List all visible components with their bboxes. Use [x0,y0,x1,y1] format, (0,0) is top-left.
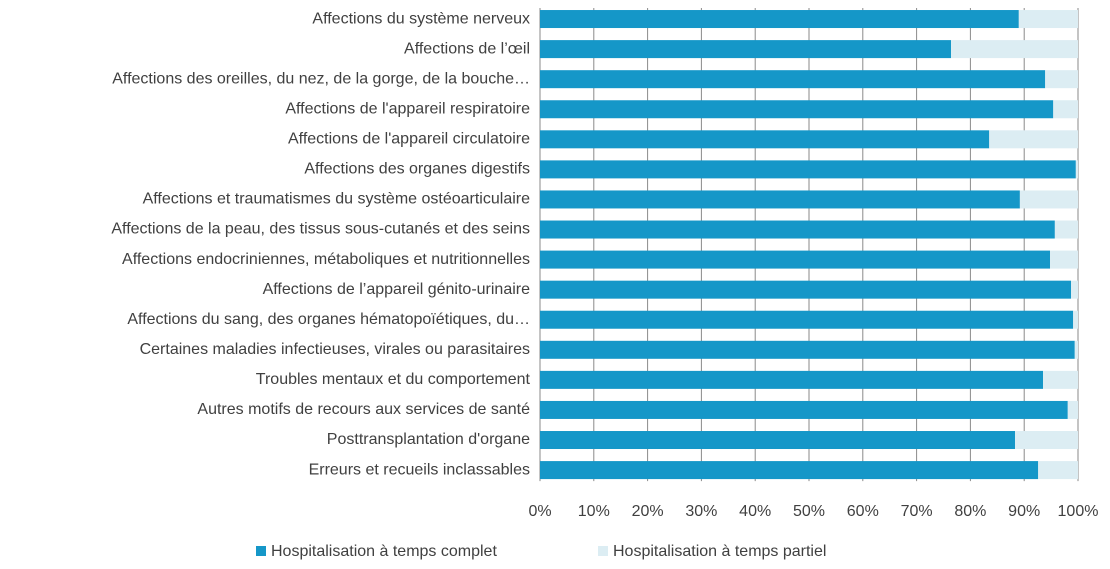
bar-segment [1045,70,1078,89]
legend-swatch [598,546,608,556]
y-tick-label: Affections de l’œil [404,40,530,57]
x-tick-label: 10% [578,503,610,520]
y-tick-label: Affections endocriniennes, métaboliques … [122,251,530,268]
x-tick-label: 40% [739,503,771,520]
y-tick-label: Affections et traumatismes du système os… [143,191,531,208]
y-tick-label: Troubles mentaux et du comportement [256,371,531,388]
bar-segment [1074,340,1078,359]
y-tick-label: Affections des organes digestifs [304,161,530,178]
x-tick-label: 80% [954,503,986,520]
y-tick-label: Erreurs et recueils inclassables [309,461,530,478]
bar-segment [540,340,1075,359]
bar-segment [1054,220,1078,239]
bar-segment [540,400,1068,419]
legend-label: Hospitalisation à temps complet [271,543,497,560]
y-tick-label: Affections du système nerveux [312,10,530,27]
bar-segment [540,280,1072,299]
bar-segment [540,431,1016,450]
bar-segment [1075,160,1078,179]
bar-segment [1050,250,1078,269]
bar-segment [540,40,952,59]
bar-segment [1073,310,1078,329]
y-tick-label: Affections du sang, des organes hématopo… [127,311,530,328]
bar-segment [1067,400,1078,419]
y-tick-label: Affections de la peau, des tissus sous-c… [111,221,530,238]
bar-segment [540,190,1020,209]
bar-segment [540,370,1044,389]
bar-segment [540,130,990,149]
bar-segment [1019,190,1078,209]
x-tick-label: 70% [901,503,933,520]
bar-segment [540,70,1046,89]
bar-segment [1015,431,1078,450]
bar-segment [989,130,1078,149]
x-tick-label: 100% [1058,503,1099,520]
bar-segment [540,250,1051,269]
legend-label: Hospitalisation à temps partiel [613,543,826,560]
bar-segment [540,220,1055,239]
bar-segment [540,160,1076,179]
y-tick-label: Autres motifs de recours aux services de… [197,401,530,418]
bar-segment [951,40,1078,59]
y-tick-label: Affections des oreilles, du nez, de la g… [112,70,530,87]
legend-swatch [256,546,266,556]
y-tick-label: Affections de l’appareil génito-urinaire [263,281,531,298]
x-tick-label: 90% [1008,503,1040,520]
x-tick-label: 50% [793,503,825,520]
bar-segment [540,100,1054,119]
bar-segment [1038,461,1078,480]
x-tick-label: 20% [632,503,664,520]
x-tick-label: 0% [528,503,551,520]
y-tick-label: Posttransplantation d'organe [327,431,530,448]
bar-segment [540,461,1039,480]
bar-segment [1071,280,1078,299]
bar-segment [1053,100,1078,119]
y-tick-label: Affections de l'appareil circulatoire [288,131,530,148]
y-tick-label: Certaines maladies infectieuses, virales… [140,341,530,358]
bar-segment [1018,10,1078,29]
bar-segment [540,10,1019,29]
bar-segment [540,310,1074,329]
y-tick-label: Affections de l'appareil respiratoire [285,100,530,117]
x-tick-label: 60% [847,503,879,520]
bar-segment [1043,370,1078,389]
x-tick-label: 30% [685,503,717,520]
